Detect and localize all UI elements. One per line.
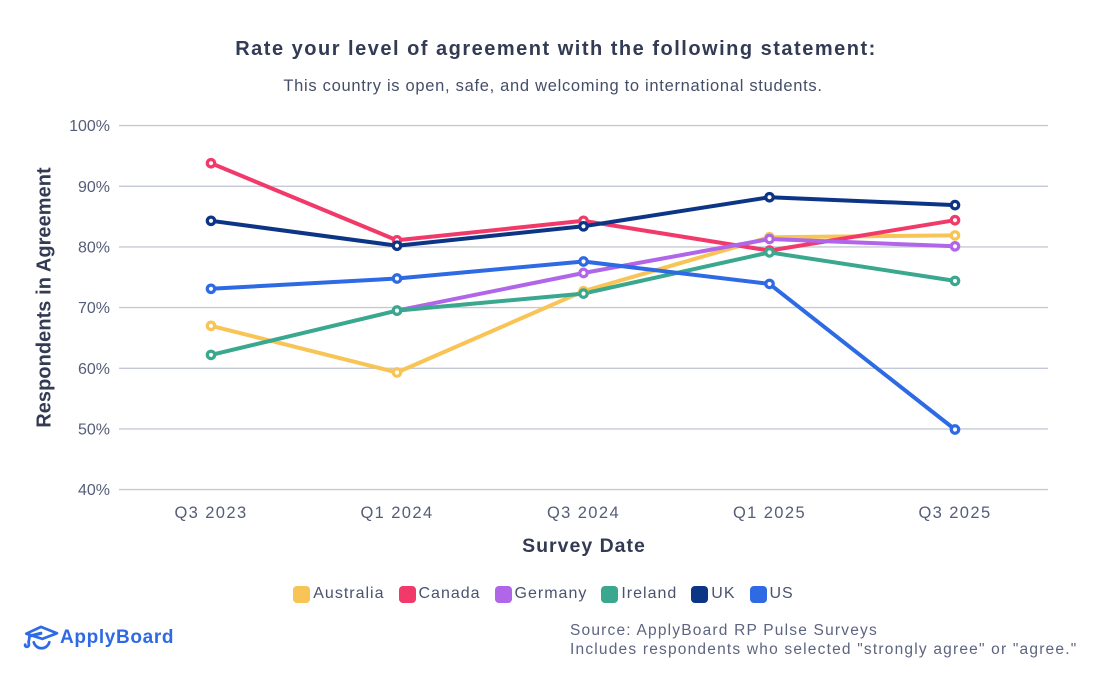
svg-text:60%: 60% — [78, 361, 110, 378]
svg-text:40%: 40% — [78, 482, 110, 499]
svg-text:Q3 2023: Q3 2023 — [174, 504, 247, 522]
svg-text:Q3 2025: Q3 2025 — [918, 504, 991, 522]
svg-text:70%: 70% — [78, 300, 110, 317]
svg-text:50%: 50% — [78, 422, 110, 439]
svg-text:Q1 2025: Q1 2025 — [733, 504, 806, 522]
svg-text:90%: 90% — [78, 179, 110, 196]
svg-text:Q3 2024: Q3 2024 — [547, 504, 620, 522]
svg-text:100%: 100% — [69, 118, 110, 135]
svg-text:80%: 80% — [78, 240, 110, 257]
svg-text:Q1 2024: Q1 2024 — [360, 504, 433, 522]
